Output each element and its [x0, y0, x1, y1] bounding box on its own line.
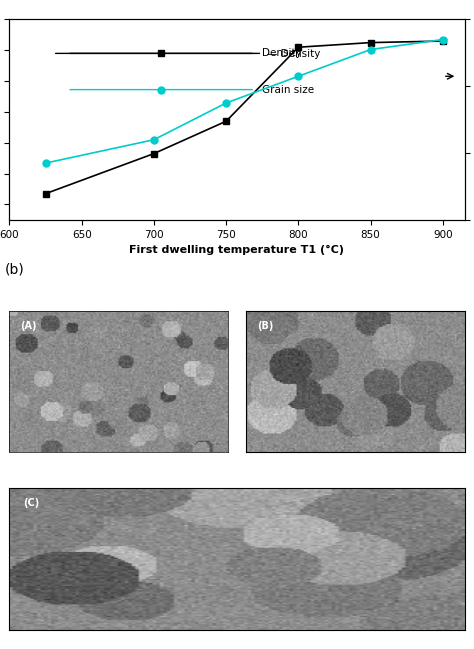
X-axis label: First dwelling temperature T1 (°C): First dwelling temperature T1 (°C) [129, 245, 345, 255]
Text: Density: Density [262, 49, 302, 58]
Text: (C): (C) [23, 498, 39, 508]
Text: (b): (b) [5, 263, 25, 277]
Text: (B): (B) [257, 321, 273, 330]
Text: — Density: — Density [266, 49, 320, 59]
Text: (A): (A) [20, 321, 37, 330]
Text: Grain size: Grain size [262, 84, 314, 95]
